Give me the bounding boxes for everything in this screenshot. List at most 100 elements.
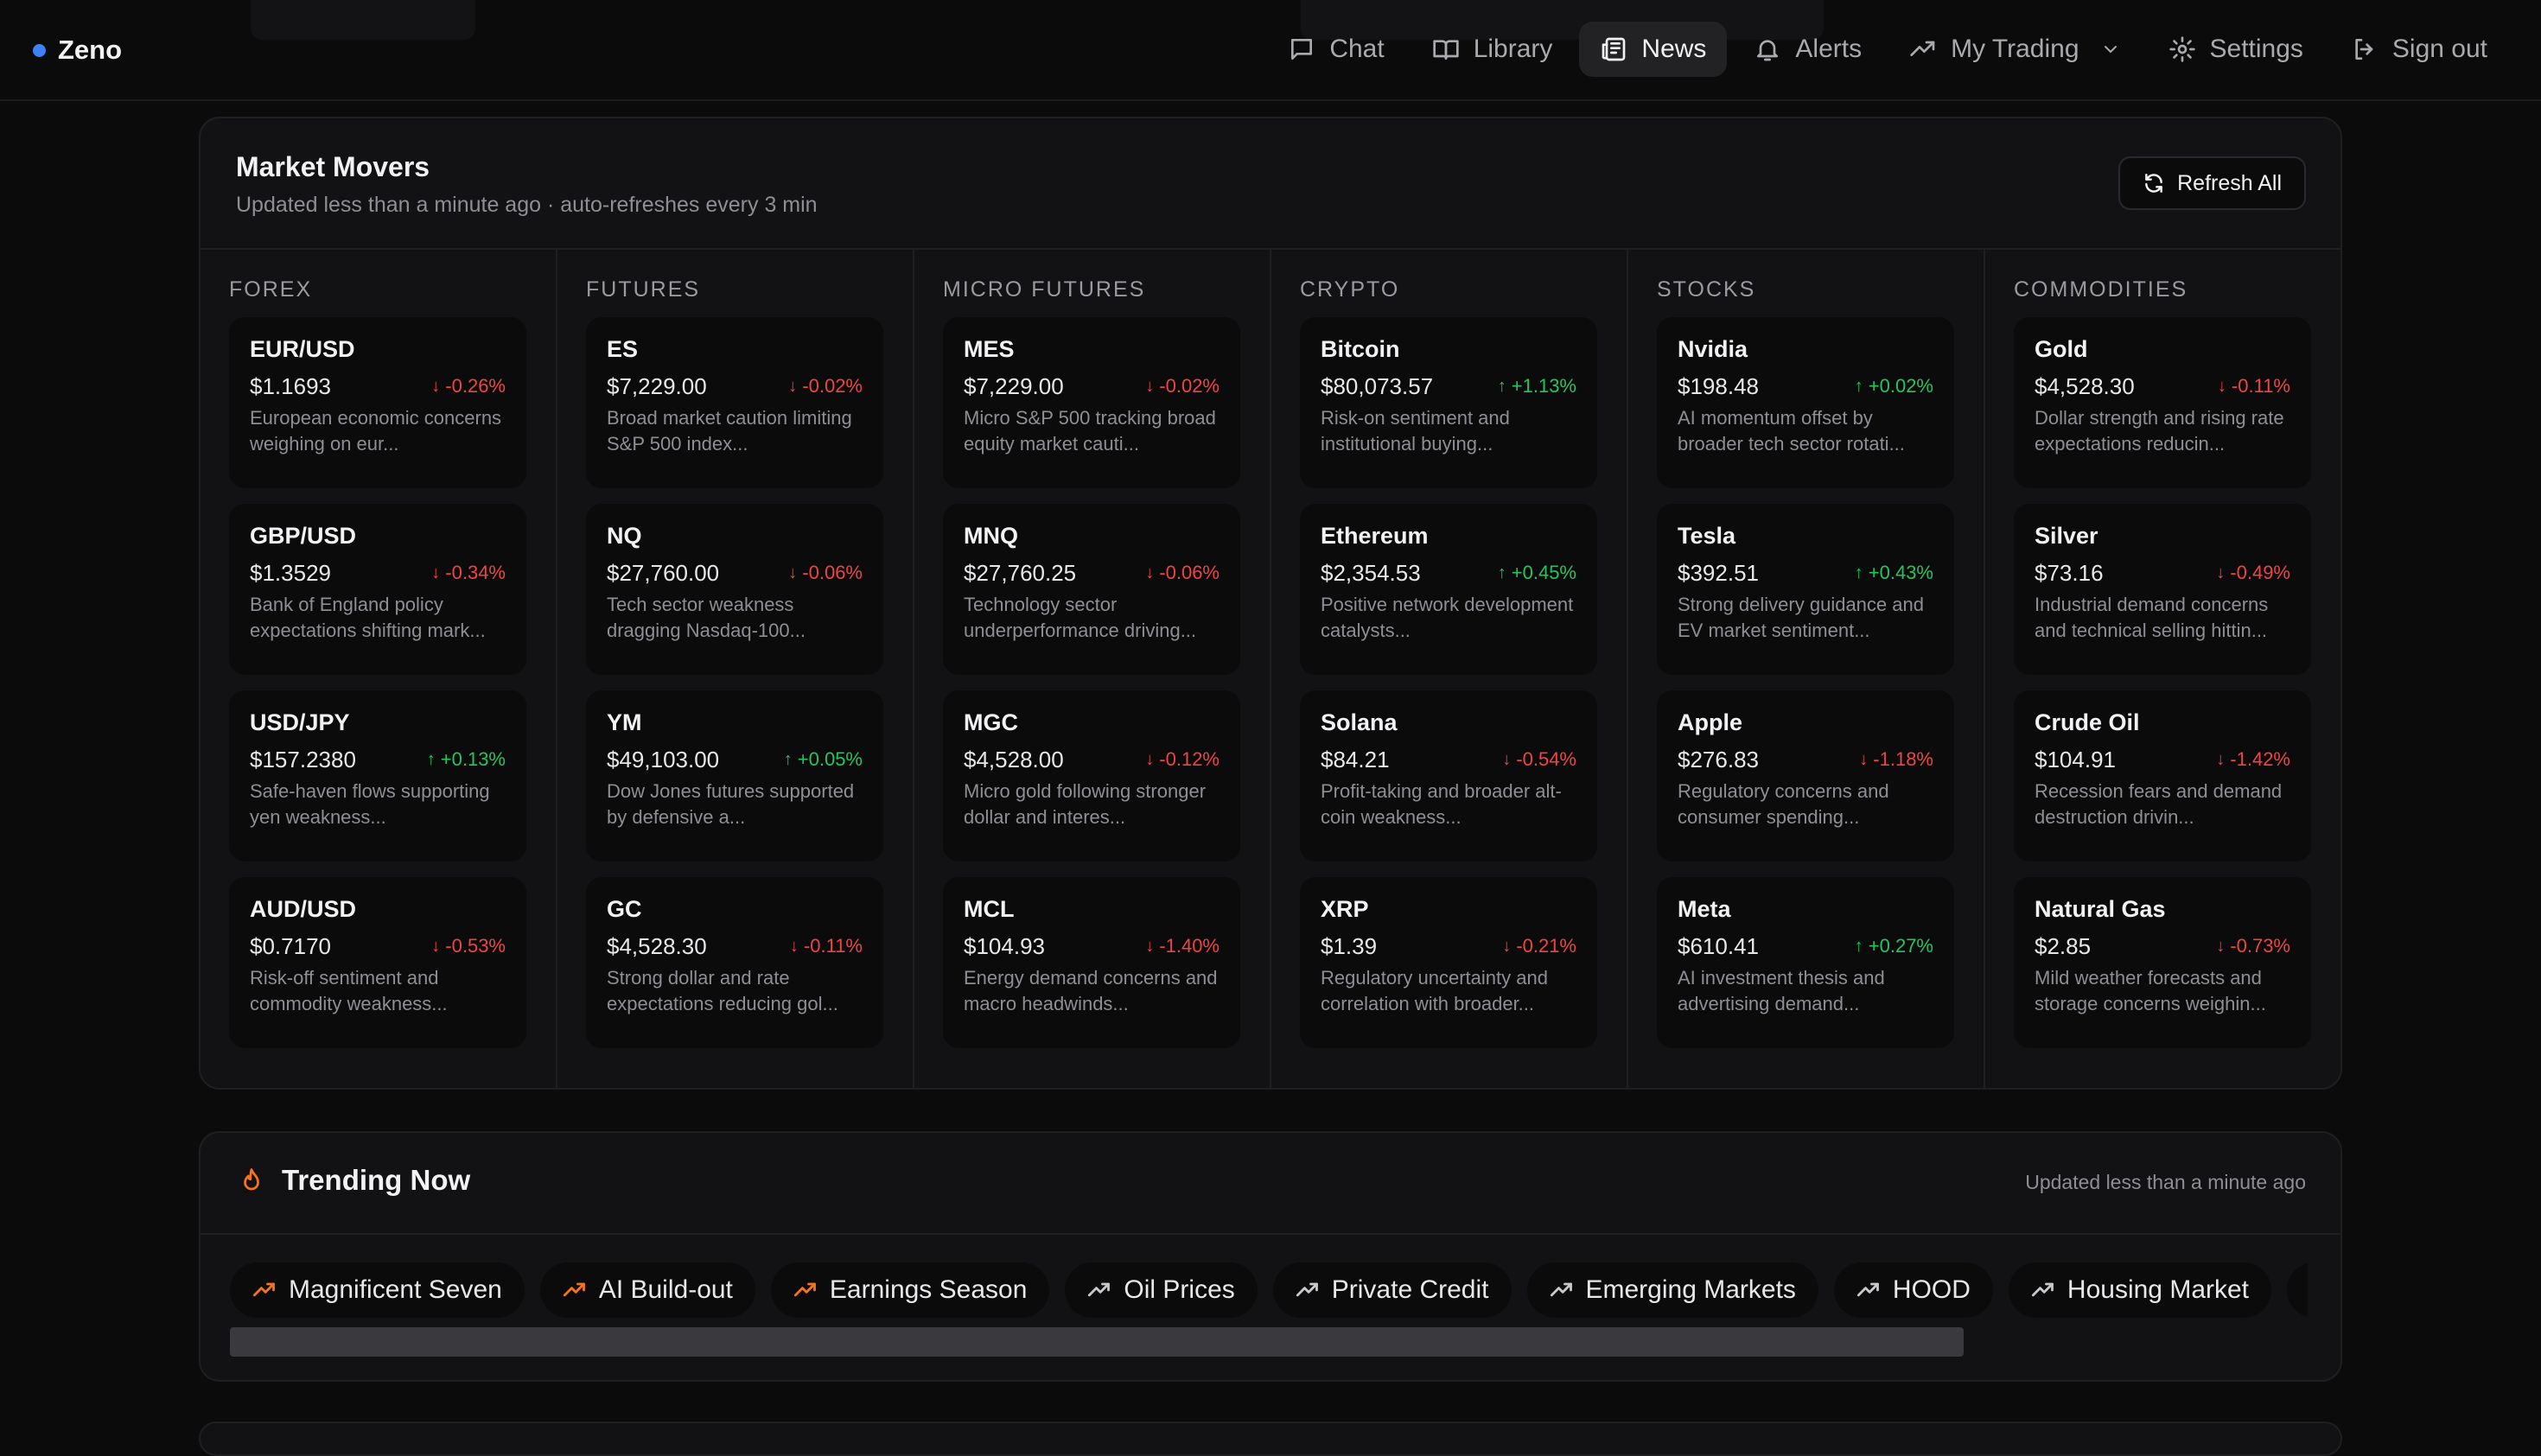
- trending-chip-label: Earnings Season: [829, 1275, 1028, 1304]
- column-title: COMMODITIES: [2014, 277, 2188, 302]
- nav-item-my-trading[interactable]: My Trading: [1888, 22, 2141, 77]
- asset-price-row: $7,229.00 ↓ -0.02%: [964, 367, 1220, 405]
- trending-chip[interactable]: Emerging Markets: [1526, 1262, 1818, 1318]
- trending-chip[interactable]: HOOD: [1833, 1262, 1993, 1318]
- asset-name: USD/JPY: [250, 709, 350, 735]
- brand-logo[interactable]: Zeno: [33, 31, 122, 69]
- asset-card[interactable]: Ethereum $2,354.53 ↑ +0.45% Positive net…: [1300, 504, 1597, 675]
- asset-price: $1.1693: [250, 372, 331, 399]
- arrow-down-icon: ↓: [1502, 749, 1512, 769]
- flame-icon: [244, 1168, 259, 1191]
- asset-price-row: $392.51 ↑ +0.43%: [1678, 554, 1933, 592]
- trending-chip[interactable]: AI Build-out: [539, 1262, 755, 1318]
- asset-change: ↑ +1.13%: [1498, 375, 1576, 397]
- asset-description: Risk-off sentiment and commodity weaknes…: [250, 967, 448, 1014]
- nav-item-news[interactable]: News: [1579, 22, 1728, 77]
- asset-change-value: +1.13%: [1511, 375, 1576, 397]
- asset-name: Apple: [1678, 709, 1743, 735]
- asset-change-value: +0.13%: [440, 748, 506, 770]
- trending-chip[interactable]: Magnificent Seven: [230, 1262, 525, 1318]
- asset-card[interactable]: ES $7,229.00 ↓ -0.02% Broad market cauti…: [586, 317, 883, 488]
- trending-chip[interactable]: Private Credit: [1272, 1262, 1512, 1318]
- asset-card[interactable]: Nvidia $198.48 ↑ +0.02% AI momentum offs…: [1657, 317, 1954, 488]
- asset-description: Technology sector underperformance drivi…: [964, 594, 1197, 641]
- asset-card[interactable]: Apple $276.83 ↓ -1.18% Regulatory concer…: [1657, 690, 1954, 862]
- asset-name: Natural Gas: [2035, 896, 2166, 922]
- asset-description: Strong delivery guidance and EV market s…: [1678, 594, 1924, 641]
- trending-chip[interactable]: Earnings Season: [770, 1262, 1050, 1318]
- asset-card[interactable]: YM $49,103.00 ↑ +0.05% Dow Jones futures…: [586, 690, 883, 862]
- trending-up-icon: [1088, 1282, 1111, 1297]
- asset-description: Tech sector weakness dragging Nasdaq-100…: [607, 594, 806, 641]
- arrow-down-icon: ↓: [788, 563, 798, 582]
- asset-price: $7,229.00: [964, 372, 1064, 399]
- nav-item-sign-out[interactable]: Sign out: [2330, 22, 2508, 77]
- asset-price-row: $7,229.00 ↓ -0.02%: [607, 367, 863, 405]
- bell-icon: [1757, 40, 1779, 61]
- asset-change: ↑ +0.02%: [1855, 375, 1933, 397]
- asset-card[interactable]: MNQ $27,760.25 ↓ -0.06% Technology secto…: [943, 504, 1240, 675]
- trending-header: Trending Now Updated less than a minute …: [201, 1133, 2340, 1235]
- asset-price: $2.85: [2035, 932, 2092, 959]
- asset-card[interactable]: Solana $84.21 ↓ -0.54% Profit-taking and…: [1300, 690, 1597, 862]
- nav-item-label: My Trading: [1951, 35, 2079, 63]
- nav-item-library[interactable]: Library: [1411, 22, 1574, 77]
- asset-price-row: $49,103.00 ↑ +0.05%: [607, 741, 863, 779]
- trending-chip[interactable]: Housing Market: [2008, 1262, 2272, 1318]
- asset-change-value: -0.26%: [445, 375, 506, 397]
- asset-description: Positive network development catalysts..…: [1321, 594, 1574, 641]
- asset-card[interactable]: MGC $4,528.00 ↓ -0.12% Micro gold follow…: [943, 690, 1240, 862]
- asset-card[interactable]: Gold $4,528.30 ↓ -0.11% Dollar strength …: [2014, 317, 2311, 488]
- asset-name: AUD/USD: [250, 896, 357, 922]
- asset-price-row: $4,528.30 ↓ -0.11%: [607, 927, 863, 965]
- asset-change: ↑ +0.27%: [1855, 935, 1933, 957]
- asset-price-row: $4,528.00 ↓ -0.12%: [964, 741, 1220, 779]
- asset-change: ↓ -1.40%: [1145, 935, 1220, 957]
- trending-up-icon: [793, 1282, 816, 1297]
- arrow-up-icon: ↑: [426, 749, 436, 769]
- nav-item-chat[interactable]: Chat: [1267, 22, 1404, 77]
- nav-item-settings[interactable]: Settings: [2148, 22, 2324, 77]
- asset-card[interactable]: EUR/USD $1.1693 ↓ -0.26% European econom…: [229, 317, 526, 488]
- arrow-down-icon: ↓: [1145, 749, 1155, 769]
- asset-card[interactable]: Bitcoin $80,073.57 ↑ +1.13% Risk-on sent…: [1300, 317, 1597, 488]
- asset-change-value: -0.02%: [1159, 375, 1220, 397]
- trending-chip[interactable]: [2287, 1262, 2308, 1318]
- asset-card[interactable]: Crude Oil $104.91 ↓ -1.42% Recession fea…: [2014, 690, 2311, 862]
- asset-card[interactable]: Tesla $392.51 ↑ +0.43% Strong delivery g…: [1657, 504, 1954, 675]
- asset-card[interactable]: USD/JPY $157.2380 ↑ +0.13% Safe-haven fl…: [229, 690, 526, 862]
- trending-chip-label: HOOD: [1892, 1275, 1971, 1304]
- asset-description: Dow Jones futures supported by defensive…: [607, 780, 855, 828]
- refresh-icon: [2145, 174, 2162, 193]
- asset-name: GBP/USD: [250, 523, 357, 549]
- asset-card[interactable]: MCL $104.93 ↓ -1.40% Energy demand conce…: [943, 877, 1240, 1048]
- asset-card[interactable]: Meta $610.41 ↑ +0.27% AI investment thes…: [1657, 877, 1954, 1048]
- trending-chip[interactable]: Oil Prices: [1065, 1262, 1258, 1318]
- trending-up-icon: [1856, 1282, 1879, 1297]
- asset-description: AI investment thesis and advertising dem…: [1678, 967, 1885, 1014]
- asset-card[interactable]: AUD/USD $0.7170 ↓ -0.53% Risk-off sentim…: [229, 877, 526, 1048]
- asset-card[interactable]: XRP $1.39 ↓ -0.21% Regulatory uncertaint…: [1300, 877, 1597, 1048]
- main-nav: Chat Library News Alerts My Trading Sett…: [1261, 21, 2508, 78]
- asset-change-value: +0.43%: [1868, 562, 1933, 583]
- asset-card[interactable]: GBP/USD $1.3529 ↓ -0.34% Bank of England…: [229, 504, 526, 675]
- arrow-down-icon: ↓: [2216, 936, 2226, 956]
- asset-card[interactable]: GC $4,528.30 ↓ -0.11% Strong dollar and …: [586, 877, 883, 1048]
- asset-change-value: -0.53%: [445, 935, 506, 957]
- asset-price-row: $104.91 ↓ -1.42%: [2035, 741, 2290, 779]
- asset-change-value: +0.02%: [1868, 375, 1933, 397]
- market-column-futures: FUTURES ES $7,229.00 ↓ -0.02% Broad mark…: [557, 250, 914, 1088]
- trending-scrollbar-thumb[interactable]: [230, 1327, 1964, 1357]
- ghost-tab: [251, 0, 475, 40]
- nav-item-alerts[interactable]: Alerts: [1733, 22, 1882, 77]
- asset-card[interactable]: NQ $27,760.00 ↓ -0.06% Tech sector weakn…: [586, 504, 883, 675]
- asset-name: Meta: [1678, 896, 1731, 922]
- asset-card[interactable]: Silver $73.16 ↓ -0.49% Industrial demand…: [2014, 504, 2311, 675]
- market-column-commodities: COMMODITIES Gold $4,528.30 ↓ -0.11% Doll…: [1985, 250, 2340, 1088]
- refresh-all-button[interactable]: Refresh All: [2118, 156, 2306, 210]
- trending-scrollbar[interactable]: [230, 1327, 2308, 1357]
- asset-description: Energy demand concerns and macro headwin…: [964, 967, 1218, 1014]
- asset-price: $1.3529: [250, 559, 331, 586]
- asset-card[interactable]: MES $7,229.00 ↓ -0.02% Micro S&P 500 tra…: [943, 317, 1240, 488]
- asset-card[interactable]: Natural Gas $2.85 ↓ -0.73% Mild weather …: [2014, 877, 2311, 1048]
